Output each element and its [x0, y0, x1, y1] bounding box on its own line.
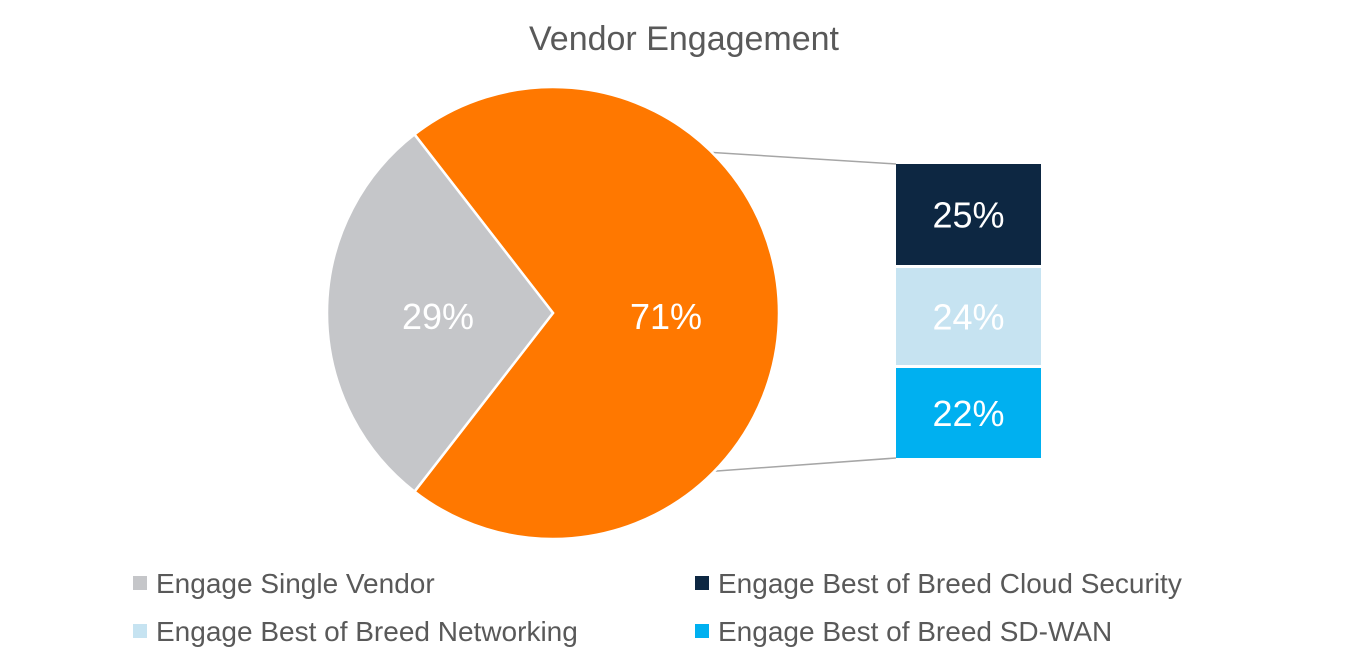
- chart-title: Vendor Engagement: [529, 20, 840, 58]
- legend-swatch-engage-single-vendor: [133, 576, 147, 590]
- pie-label-engage-single-vendor: 29%: [402, 296, 474, 337]
- breakout-bar: 25% 24% 22%: [896, 164, 1041, 458]
- legend-label-engage-best-of-breed-sd-wan: Engage Best of Breed SD-WAN: [718, 616, 1112, 647]
- bar-label-engage-best-of-breed-sd-wan: 22%: [932, 393, 1004, 434]
- legend: Engage Single Vendor Engage Best of Breed…: [133, 568, 1182, 647]
- pie-slice-engage-best-of-breed: [412, 85, 781, 541]
- legend-swatch-engage-best-of-breed-networking: [133, 624, 147, 638]
- legend-swatch-engage-best-of-breed-sd-wan: [695, 624, 709, 638]
- bar-segment-engage-best-of-breed-cloud-security: [896, 164, 1041, 265]
- legend-label-engage-best-of-breed-cloud-security: Engage Best of Breed Cloud Security: [718, 568, 1182, 599]
- bar-segment-engage-best-of-breed-networking: [896, 268, 1041, 365]
- pie-label-engage-best-of-breed: 71%: [630, 296, 702, 337]
- legend-swatch-engage-best-of-breed-cloud-security: [695, 576, 709, 590]
- pie-slice-engage-single-vendor: [325, 132, 555, 494]
- pie: 29% 71%: [325, 85, 781, 541]
- bar-label-engage-best-of-breed-networking: 24%: [932, 297, 1004, 338]
- legend-label-engage-single-vendor: Engage Single Vendor: [156, 568, 435, 599]
- legend-label-engage-best-of-breed-networking: Engage Best of Breed Networking: [156, 616, 578, 647]
- bar-label-engage-best-of-breed-cloud-security: 25%: [932, 195, 1004, 236]
- bar-segment-engage-best-of-breed-sd-wan: [896, 368, 1041, 458]
